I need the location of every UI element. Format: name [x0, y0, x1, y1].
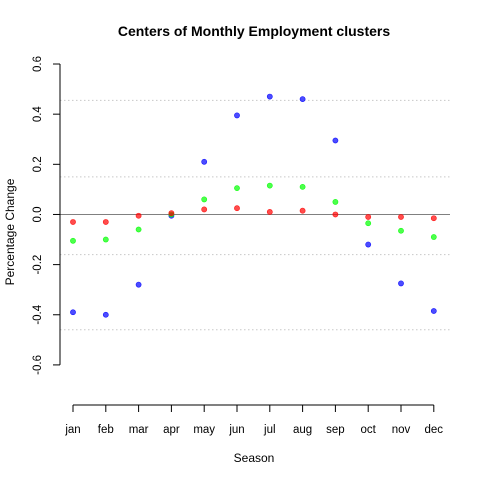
- data-point: [201, 206, 208, 213]
- data-point: [266, 209, 273, 215]
- data-point: [365, 220, 372, 227]
- y-axis-label: Percentage Change: [3, 178, 17, 285]
- data-point: [299, 183, 306, 190]
- data-point: [234, 185, 240, 192]
- data-point: [102, 219, 109, 225]
- y-tick-label: -0.4: [32, 304, 44, 324]
- data-point: [332, 211, 339, 218]
- chart-title: Centers of Monthly Employment clusters: [118, 23, 390, 39]
- data-point: [398, 280, 404, 287]
- data-point: [201, 196, 208, 203]
- x-tick-label: jan: [64, 424, 80, 436]
- data-point: [365, 214, 372, 220]
- data-point: [234, 112, 240, 119]
- x-tick-label: jun: [228, 424, 244, 436]
- y-tick-label: -0.2: [32, 255, 44, 275]
- x-tick-label: mar: [129, 424, 149, 436]
- data-point: [365, 241, 372, 248]
- data-point: [102, 236, 109, 243]
- y-tick-label: -0.6: [32, 355, 44, 375]
- data-point: [234, 205, 240, 212]
- data-point: [332, 137, 339, 144]
- data-point: [135, 212, 142, 219]
- data-point: [430, 215, 437, 222]
- data-point: [430, 308, 437, 314]
- data-point: [168, 210, 175, 217]
- x-axis-label: Season: [234, 451, 275, 465]
- x-tick-label: may: [193, 424, 215, 436]
- y-axis: -0.6 -0.4 -0.2 0.0 0.2 0.4 0.6: [32, 56, 61, 375]
- data-points: [70, 93, 437, 318]
- data-point: [430, 234, 437, 240]
- x-tick-label: jul: [263, 424, 276, 436]
- data-point: [266, 93, 273, 100]
- x-tick-label: oct: [361, 424, 377, 436]
- x-tick-label: dec: [425, 424, 444, 436]
- data-point: [299, 207, 306, 214]
- y-tick-label: 0.6: [32, 56, 44, 72]
- data-point: [70, 219, 76, 225]
- data-point: [398, 214, 404, 220]
- data-point: [398, 227, 404, 234]
- x-tick-label: apr: [163, 424, 180, 436]
- x-tick-label: sep: [326, 424, 345, 436]
- reference-lines: [60, 99, 450, 331]
- y-tick-label: 0.0: [32, 206, 44, 222]
- y-tick-label: 0.4: [32, 106, 44, 123]
- data-point: [70, 309, 76, 316]
- data-point: [201, 158, 208, 165]
- data-point: [70, 237, 76, 244]
- x-tick-label: aug: [293, 424, 312, 436]
- data-point: [299, 96, 306, 103]
- data-point: [135, 281, 142, 288]
- x-tick-label: feb: [98, 424, 114, 436]
- x-axis: jan feb mar apr may jun jul aug sep oct nov dec: [64, 404, 444, 436]
- data-point: [102, 311, 109, 318]
- data-point: [332, 199, 339, 205]
- y-tick-label: 0.2: [32, 156, 44, 172]
- data-point: [135, 226, 142, 233]
- x-tick-label: nov: [392, 424, 411, 436]
- data-point: [266, 182, 273, 189]
